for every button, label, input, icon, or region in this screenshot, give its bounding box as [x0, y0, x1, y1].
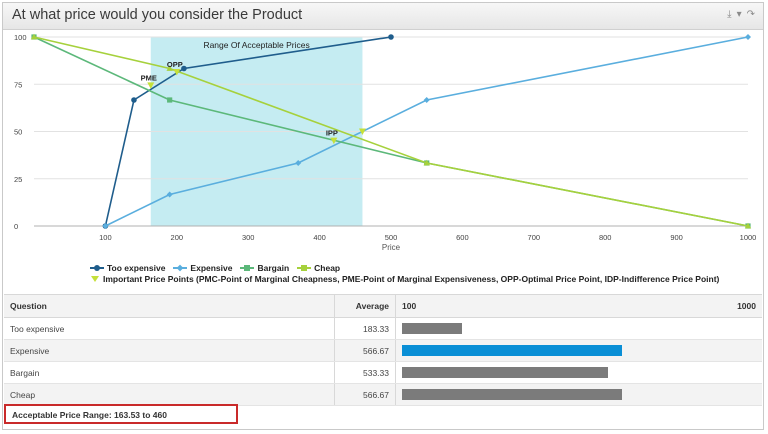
legend-swatch-cheap	[297, 264, 312, 272]
col-range: 100 1000	[395, 294, 762, 318]
legend-item-bargain[interactable]: Bargain	[240, 263, 289, 273]
x-tick-label: 100	[99, 233, 112, 242]
table-header-row: Question Average 100 1000	[4, 294, 762, 318]
range-max-label: 1000	[737, 301, 756, 311]
point-bargain	[167, 97, 173, 103]
table-row: Expensive 566.67	[4, 339, 762, 362]
price-sensitivity-chart: Range Of Acceptable Prices 0 25 50 75 100 100 2…	[14, 33, 757, 252]
average-cell: 566.67	[334, 339, 396, 362]
point-too-expensive	[388, 34, 394, 40]
y-tick-label: 50	[14, 128, 22, 137]
average-cell: 183.33	[334, 317, 396, 340]
important-point-marker	[330, 137, 338, 145]
average-cell: 566.67	[334, 383, 396, 406]
point-cheap	[423, 159, 430, 166]
x-tick-label: 400	[313, 233, 326, 242]
legend-item-expensive[interactable]: Expensive	[173, 263, 232, 273]
panel-title: At what price would you consider the Pro…	[12, 7, 303, 23]
x-tick-label: 200	[171, 233, 184, 242]
question-cell: Bargain	[4, 361, 335, 384]
legend-swatch-marker	[94, 264, 100, 271]
x-tick-label: 500	[385, 233, 398, 242]
legend-item-important-points[interactable]: Important Price Points (PMC-Point of Mar…	[90, 274, 719, 284]
point-cheap	[166, 65, 173, 71]
x-tick-label: 800	[599, 233, 612, 242]
point-too-expensive	[181, 65, 187, 72]
x-tick-label: 300	[242, 233, 255, 242]
important-point-marker	[173, 68, 181, 76]
acceptable-range-note: Acceptable Price Range: 163.53 to 460	[4, 404, 238, 424]
bar-cell	[395, 383, 762, 406]
y-tick-label: 0	[14, 222, 18, 231]
legend-swatch-marker	[177, 264, 184, 271]
panel-header: At what price would you consider the Pro…	[3, 3, 763, 30]
download-icon[interactable]: ⤓	[727, 9, 732, 20]
price-summary-table: Question Average 100 1000 Too expensive 1…	[4, 294, 762, 406]
legend-label: Bargain	[257, 262, 290, 273]
range-min-label: 100	[402, 301, 417, 311]
x-tick-label: 600	[456, 233, 469, 242]
important-point-label: IPP	[326, 129, 338, 138]
header-icons: ⤓ ▾ ↷	[727, 9, 755, 21]
legend-row-important: Important Price Points (PMC-Point of Mar…	[90, 273, 727, 284]
chevron-down-icon[interactable]: ▾	[736, 9, 742, 20]
legend-swatch-too-expensive	[90, 264, 104, 272]
col-question: Question	[4, 294, 335, 318]
series-line-too-expensive	[104, 36, 392, 227]
col-average: Average	[334, 294, 396, 318]
legend-label: Cheap	[314, 262, 341, 273]
point-cheap	[30, 33, 38, 40]
average-bar	[402, 345, 622, 356]
share-icon[interactable]: ↷	[746, 9, 755, 20]
bar-cell	[395, 317, 762, 340]
series-line-cheap	[33, 36, 749, 227]
average-bar	[402, 323, 462, 334]
acceptable-range-text: Acceptable Price Range: 163.53 to 460	[12, 410, 167, 420]
legend-row-series: Too expensive Expensive Bargain Cheap	[90, 262, 727, 273]
x-axis-label: Price	[382, 243, 401, 252]
table-row: Bargain 533.33	[4, 361, 762, 384]
average-cell: 533.33	[334, 361, 396, 384]
point-expensive	[295, 160, 302, 167]
y-tick-label: 100	[14, 33, 27, 42]
point-expensive	[166, 191, 173, 198]
legend-swatch-expensive	[173, 264, 188, 272]
point-cheap	[744, 222, 752, 229]
legend-label-important: Important Price Points (PMC-Point of Mar…	[103, 273, 720, 284]
average-bar	[402, 367, 609, 378]
question-cell: Too expensive	[4, 317, 335, 340]
x-tick-label: 1000	[740, 233, 757, 242]
question-cell: Cheap	[4, 383, 335, 406]
triangle-down-icon	[91, 275, 99, 282]
legend-label: Expensive	[190, 262, 233, 273]
y-tick-label: 75	[14, 80, 22, 89]
average-bar	[402, 389, 622, 400]
point-expensive	[102, 223, 109, 229]
point-too-expensive	[131, 97, 137, 103]
band-label: Range Of Acceptable Prices	[203, 40, 309, 50]
table-row: Cheap 566.67	[4, 383, 762, 406]
important-point-marker	[147, 82, 155, 89]
bar-cell	[395, 339, 762, 362]
legend-swatch-bargain	[240, 264, 255, 272]
legend-label: Too expensive	[107, 262, 166, 273]
legend-item-cheap[interactable]: Cheap	[297, 263, 340, 273]
legend-item-too-expensive[interactable]: Too expensive	[90, 263, 165, 273]
legend-swatch-marker	[301, 264, 308, 271]
important-point-marker	[358, 128, 366, 135]
important-point-label: PME	[141, 73, 157, 82]
legend-swatch-marker	[244, 264, 251, 271]
y-tick-label: 25	[14, 175, 22, 184]
point-expensive	[745, 34, 751, 40]
x-tick-label: 700	[528, 233, 541, 242]
bar-cell	[395, 361, 762, 384]
point-expensive	[423, 96, 430, 103]
chart-legend: Too expensive Expensive Bargain Cheap Impor…	[90, 262, 727, 284]
table-row: Too expensive 183.33	[4, 317, 762, 340]
question-cell: Expensive	[4, 339, 335, 362]
x-tick-label: 900	[670, 233, 683, 242]
important-point-label: OPP	[167, 60, 183, 69]
